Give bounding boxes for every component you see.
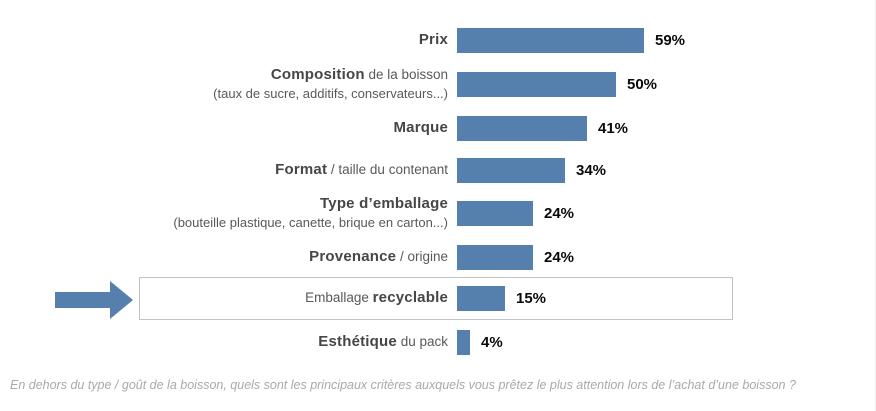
value-label: 34% (576, 161, 607, 179)
bar (457, 244, 533, 270)
value-label: 41% (598, 119, 629, 137)
category-label-bold: Format (275, 160, 328, 178)
category-label-line: Emballage recyclable (0, 288, 448, 309)
chart-row: Emballage recyclable 15% (0, 276, 875, 320)
category-label-bold: Provenance (309, 247, 397, 265)
value-label: 24% (544, 204, 575, 222)
category-label: Prix (0, 30, 448, 51)
category-label-line: Type d’emballage (0, 194, 448, 215)
category-label-regular: / taille du contenant (327, 161, 448, 177)
category-label: Marque (0, 118, 448, 139)
value-label: 15% (516, 289, 547, 307)
category-label: Composition de la boisson (taux de sucre,… (0, 65, 448, 103)
chart-row: Format / taille du contenant 34% (0, 148, 875, 192)
chart-row: Prix 59% (0, 18, 875, 62)
category-label-line: Provenance / origine (0, 247, 448, 268)
category-label-regular: Emballage (305, 289, 373, 305)
category-label-regular: de la boisson (364, 67, 448, 83)
bar (457, 27, 644, 53)
survey-question-caption: En dehors du type / goût de la boisson, … (10, 378, 796, 392)
chart-row: Marque 41% (0, 106, 875, 150)
arrow-right-icon (55, 280, 135, 320)
value-label: 50% (627, 75, 658, 93)
category-label-bold: Prix (418, 30, 448, 48)
value-label: 24% (544, 248, 575, 266)
category-label-bold: Marque (393, 118, 448, 136)
category-label-bold: Esthétique (318, 332, 397, 350)
category-label: Provenance / origine (0, 247, 448, 268)
category-label-regular: du pack (396, 333, 448, 349)
category-label: Format / taille du contenant (0, 160, 448, 181)
bar (457, 200, 533, 226)
category-sublabel: (bouteille plastique, canette, brique en… (173, 214, 448, 230)
bar (457, 285, 505, 311)
category-label: Emballage recyclable (0, 288, 448, 309)
chart-row: Composition de la boisson (taux de sucre,… (0, 62, 875, 106)
chart-row: Esthétique du pack 4% (0, 320, 875, 364)
category-label-line: Marque (0, 118, 448, 139)
category-label: Type d’emballage (bouteille plastique, ca… (0, 194, 448, 232)
category-label: Esthétique du pack (0, 332, 448, 353)
category-label-bold: Composition (270, 66, 365, 84)
category-label-bold: recyclable (372, 288, 448, 306)
bar (457, 71, 616, 97)
bar (457, 329, 470, 355)
category-label-line: Composition de la boisson (0, 65, 448, 86)
chart-row: Type d’emballage (bouteille plastique, ca… (0, 191, 875, 235)
category-sublabel: (taux de sucre, additifs, conservateurs.… (213, 85, 448, 101)
category-label-line: Format / taille du contenant (0, 160, 448, 181)
category-label-bold: Type d’emballage (320, 195, 448, 213)
category-label-line: Esthétique du pack (0, 332, 448, 353)
highlight-box (139, 277, 733, 320)
category-label-regular: / origine (396, 248, 448, 264)
chart-row: Provenance / origine 24% (0, 235, 875, 279)
category-label-line: Prix (0, 30, 448, 51)
bar (457, 157, 565, 183)
value-label: 59% (655, 31, 686, 49)
bar (457, 115, 587, 141)
value-label: 4% (481, 333, 503, 351)
